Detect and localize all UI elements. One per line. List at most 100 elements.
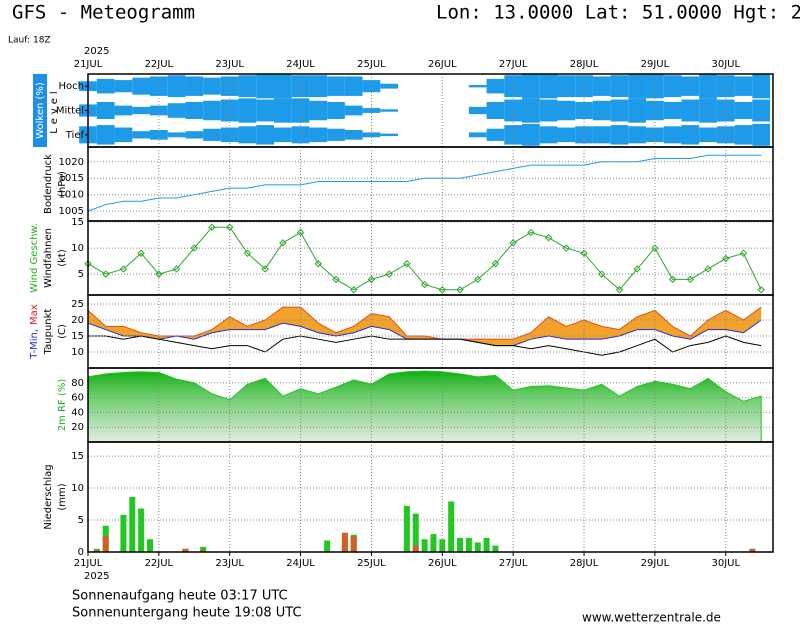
plot-area [87,154,762,212]
y-tick-label: 10 [71,483,84,494]
cloud-cover [274,74,292,99]
cloud-cover [539,99,558,122]
cloud-cover [539,126,558,144]
y-tick-label: 5 [78,515,84,526]
marker [668,275,677,284]
plot-area [93,497,756,552]
cloud-cover [752,99,771,122]
marker [580,249,588,258]
bar [457,537,464,552]
cloud-cover [256,125,275,145]
bar [200,546,207,552]
x-tick-label: 26JUL [428,558,457,569]
bar [412,513,419,552]
cloud-cover [592,76,611,96]
x-tick-label-top: 22JUL [145,59,174,70]
cloud-cover [699,127,717,143]
bar [102,536,109,552]
overlay [84,221,773,295]
cloud-cover [468,132,487,138]
marker [314,260,323,268]
x-tick-label-top: 30JUL [711,59,740,70]
cloud-cover [344,76,363,96]
y-axis-label-part: Niederschlag [43,464,54,529]
cloud-cover [114,80,133,93]
cloud-cover [734,101,753,120]
cloud-cover [274,98,292,123]
series-line [87,226,762,291]
x-tick-label: 22JUL [145,558,174,569]
cloud-cover [114,127,133,143]
y-axis-label-part: (mm) [57,483,68,510]
x-tick-label-top: 21JUL [74,59,103,70]
series-line [87,154,762,212]
cloud-cover [256,99,275,122]
plot-area [87,306,762,356]
y-axis-label: Bodendruck [43,154,54,214]
y-tick-label: 10 [71,347,84,358]
bar [483,537,490,552]
marker [651,244,659,252]
overlay [87,147,773,221]
bar [129,497,136,552]
marker [544,233,553,242]
marker [456,286,464,294]
cloud-cover [380,109,399,112]
level-label: Mittel [56,106,84,117]
cloud-cover [96,101,115,120]
y-axis-label: T-Min, Max [29,304,40,359]
bar [749,548,756,552]
y-axis-label: (kt) [57,249,68,267]
cloud-cover [663,75,682,98]
bar [350,536,357,552]
bar [138,508,145,552]
marker [438,286,447,294]
panel-frame [87,441,774,553]
marker [722,254,730,263]
cloud-cover [486,78,505,94]
level-label: Hoch [59,81,84,92]
panel: T-Min, Max Taupunkt (C)10 15 20 25 [29,294,774,369]
run-time: Lauf: 18Z [8,36,51,46]
y-axis-label-part: Bodendruck [43,154,54,214]
cloud-cover [557,127,576,143]
cloud-cover [468,84,487,88]
bar [448,501,455,552]
bar [182,548,189,552]
cloud-cover [238,98,257,123]
cloud-cover [752,74,771,99]
x-tick-label-top: 28JUL [570,59,599,70]
marker [350,286,358,294]
cloud-cover [610,75,629,98]
cloud-cover [628,98,647,123]
bar [474,542,481,552]
x-tick-label-top: 29JUL [641,59,670,70]
cloud-cover [309,100,328,121]
y-tick-label: 20 [71,315,84,326]
marker [509,239,517,247]
y-tick-label: 5 [78,269,84,280]
level-label: Tief [65,130,85,141]
marker [527,228,535,237]
y-tick-label: 1020 [59,157,84,168]
cloud-cover [327,128,345,141]
y-tick-label: 15 [71,451,84,462]
x-tick-label: 23JUL [215,558,244,569]
cloud-cover [592,126,611,144]
y-axis-label: (hPa) [57,171,68,197]
cloud-cover [274,127,292,143]
ylabel-background [33,74,47,147]
cloud-cover [522,98,540,123]
marker [279,239,287,247]
source: www.wetterzentrale.de [582,611,721,625]
x-tick-label: 21JUL [74,558,103,569]
marker [367,275,376,284]
cloud-cover [380,83,399,89]
cloud-cover [557,100,576,121]
plot-area [87,226,762,291]
cloud-cover [539,74,558,99]
marker [102,270,110,278]
cloud-cover [96,125,115,145]
cloud-cover [610,99,629,122]
bar [421,539,428,552]
